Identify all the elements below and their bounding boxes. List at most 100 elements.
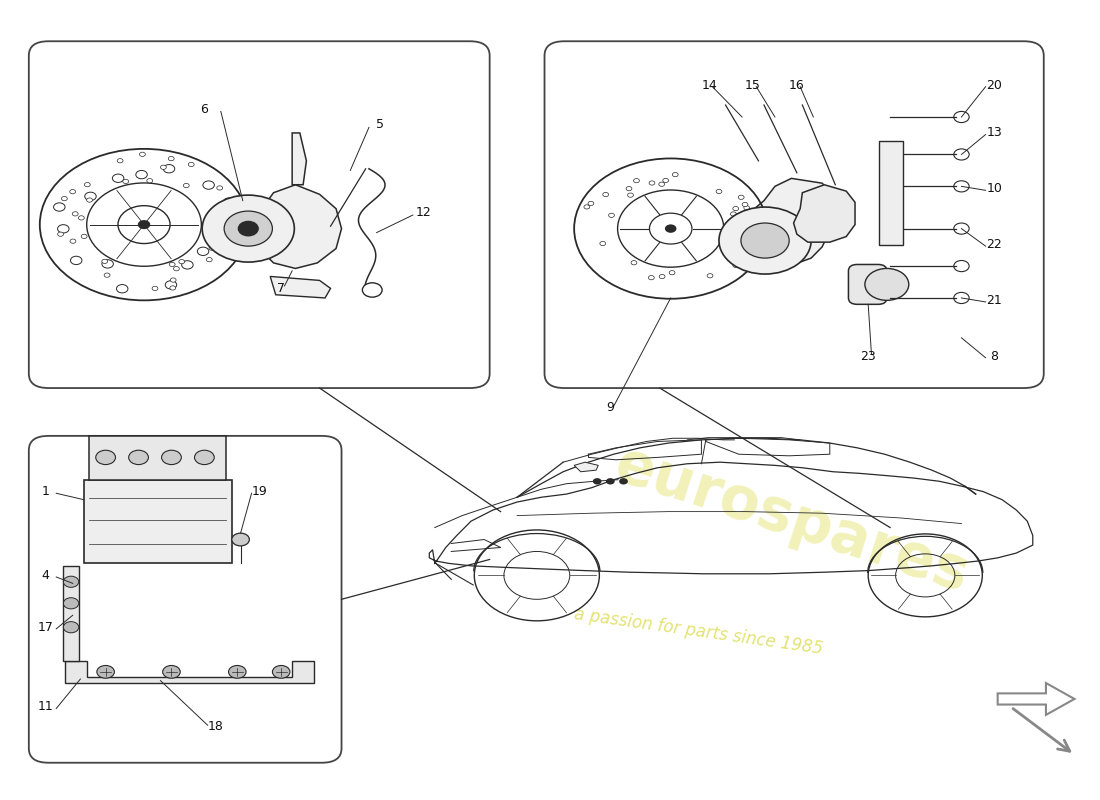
Text: 7: 7: [277, 282, 285, 295]
Circle shape: [631, 261, 637, 265]
Circle shape: [81, 234, 87, 238]
Circle shape: [729, 242, 735, 246]
Text: 18: 18: [208, 720, 223, 734]
Circle shape: [619, 478, 628, 485]
Circle shape: [179, 259, 185, 264]
Text: 6: 6: [200, 102, 208, 115]
Polygon shape: [574, 462, 598, 472]
Circle shape: [118, 158, 123, 163]
Polygon shape: [271, 277, 331, 298]
Circle shape: [87, 198, 92, 202]
Polygon shape: [65, 661, 315, 683]
Circle shape: [603, 193, 608, 197]
Text: 4: 4: [42, 569, 50, 582]
Circle shape: [85, 182, 90, 186]
Circle shape: [57, 232, 64, 236]
FancyBboxPatch shape: [84, 480, 232, 563]
Circle shape: [64, 598, 79, 609]
Circle shape: [162, 450, 182, 465]
Circle shape: [64, 622, 79, 633]
Circle shape: [217, 186, 222, 190]
Text: 16: 16: [789, 78, 805, 91]
Circle shape: [733, 263, 739, 267]
Circle shape: [672, 173, 679, 177]
Circle shape: [129, 450, 149, 465]
Circle shape: [169, 262, 175, 266]
Circle shape: [744, 206, 749, 210]
Circle shape: [70, 239, 76, 243]
Text: 5: 5: [376, 118, 384, 131]
Circle shape: [738, 195, 744, 199]
FancyBboxPatch shape: [848, 265, 887, 304]
Circle shape: [64, 576, 79, 587]
Circle shape: [608, 214, 615, 218]
Circle shape: [102, 259, 108, 263]
Circle shape: [606, 478, 615, 485]
Circle shape: [719, 207, 811, 274]
Circle shape: [62, 197, 67, 201]
Polygon shape: [293, 133, 307, 185]
Circle shape: [736, 254, 741, 258]
Text: 17: 17: [37, 621, 53, 634]
Text: a passion for parts since 1985: a passion for parts since 1985: [573, 605, 824, 658]
Circle shape: [664, 224, 676, 233]
Circle shape: [716, 190, 722, 194]
Circle shape: [224, 211, 273, 246]
Text: 15: 15: [745, 78, 761, 91]
Text: 1: 1: [42, 485, 50, 498]
Text: 8: 8: [990, 350, 999, 362]
Circle shape: [659, 274, 666, 278]
FancyBboxPatch shape: [63, 566, 79, 662]
Polygon shape: [793, 185, 855, 242]
Circle shape: [584, 205, 590, 209]
Circle shape: [362, 283, 382, 297]
Circle shape: [188, 162, 194, 166]
Circle shape: [138, 220, 151, 229]
Circle shape: [201, 225, 208, 230]
Circle shape: [104, 273, 110, 278]
Circle shape: [742, 202, 748, 206]
Circle shape: [648, 275, 654, 280]
FancyBboxPatch shape: [879, 141, 903, 245]
Circle shape: [220, 232, 225, 236]
Circle shape: [78, 216, 85, 220]
Circle shape: [634, 178, 639, 182]
Circle shape: [202, 195, 295, 262]
Circle shape: [229, 666, 246, 678]
FancyBboxPatch shape: [29, 436, 341, 762]
Circle shape: [146, 178, 153, 183]
Circle shape: [733, 206, 738, 210]
Circle shape: [174, 266, 179, 271]
Text: 14: 14: [701, 78, 717, 91]
Circle shape: [161, 165, 166, 170]
Circle shape: [239, 222, 258, 236]
Circle shape: [168, 157, 174, 161]
Text: 10: 10: [987, 182, 1002, 195]
Circle shape: [649, 181, 654, 185]
Circle shape: [69, 190, 76, 194]
Circle shape: [184, 183, 189, 188]
Circle shape: [232, 533, 250, 546]
Text: 22: 22: [987, 238, 1002, 251]
Circle shape: [163, 666, 180, 678]
Circle shape: [730, 212, 736, 216]
Polygon shape: [735, 178, 837, 269]
Circle shape: [741, 223, 789, 258]
Text: 23: 23: [860, 350, 876, 362]
Circle shape: [749, 213, 756, 217]
Text: 13: 13: [987, 126, 1002, 139]
Circle shape: [588, 202, 594, 206]
Circle shape: [273, 666, 290, 678]
Text: 9: 9: [606, 402, 614, 414]
Circle shape: [663, 178, 669, 182]
Circle shape: [209, 246, 214, 250]
Circle shape: [227, 232, 233, 236]
Text: 11: 11: [37, 701, 53, 714]
FancyBboxPatch shape: [89, 436, 227, 480]
Circle shape: [227, 247, 232, 252]
Circle shape: [152, 286, 158, 290]
Text: 20: 20: [987, 78, 1002, 91]
Circle shape: [659, 182, 664, 186]
Text: 21: 21: [987, 294, 1002, 307]
Circle shape: [170, 278, 176, 282]
